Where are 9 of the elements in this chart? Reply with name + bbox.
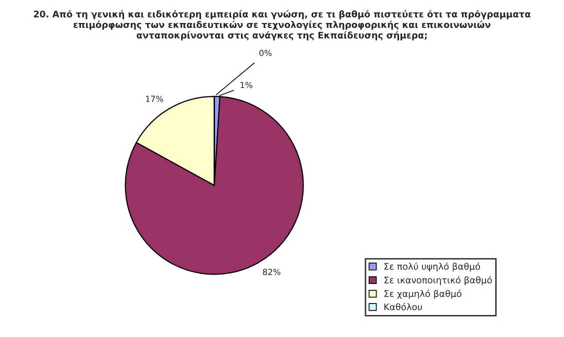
chart-title: 20. Από τη γενική και ειδικότερη εμπειρία και γνώση, σε τι βαθμό πιστεύετε ότι τα πρόγραμματα επιμόρφωσης των εκπαιδευτικών σε τεχνολογίες πληροφορικής και επικοινωνιών ανταποκρίνονται στις ανάγκες της Εκπαίδευσης σήμερα; [34,10,530,40]
legend-label: Σε ικανοποιητικό βαθμό [384,276,492,286]
legend-label: Καθόλου [384,302,422,310]
data-label: 1% [240,82,252,88]
data-label: 17% [146,96,164,102]
legend-label: Σε χαμηλό βαθμό [384,290,462,299]
data-label: 82% [262,268,280,276]
text: 0% [259,50,272,56]
legend-label: Σε πολύ υψηλό βαθμό [384,262,480,272]
